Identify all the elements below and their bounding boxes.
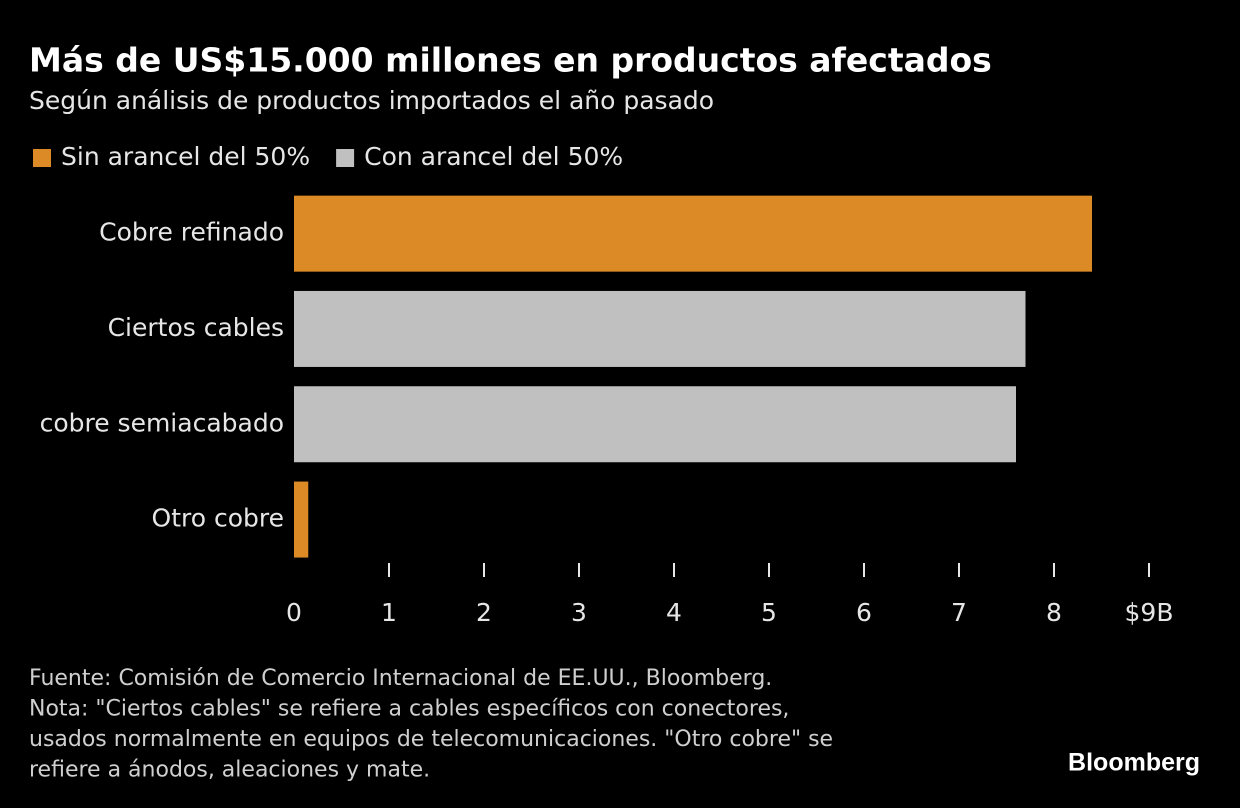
x-tick-label: 5 [761, 598, 777, 627]
legend-swatch [33, 149, 51, 167]
bar [294, 290, 1026, 367]
footnote: Fuente: Comisión de Comercio Internacion… [29, 666, 772, 691]
legend-label: Con arancel del 50% [364, 142, 623, 171]
footnote: usados normalmente en equipos de telecom… [29, 727, 833, 752]
y-tick-label: Otro cobre [152, 504, 284, 533]
x-tick-label: 3 [571, 598, 587, 627]
brand: Bloomberg [1068, 749, 1200, 777]
y-tick-label: Ciertos cables [108, 313, 284, 342]
footnote: refiere a ánodos, aleaciones y mate. [29, 758, 430, 783]
bar [294, 195, 1092, 272]
x-tick-label: 4 [666, 598, 682, 627]
x-tick-label: $9B [1125, 598, 1174, 627]
x-tick-label: 0 [286, 598, 302, 627]
chart-title: Más de US$15.000 millones en productos a… [29, 41, 992, 80]
x-tick-label: 7 [951, 598, 967, 627]
footnote: Nota: "Ciertos cables" se refiere a cabl… [29, 697, 789, 722]
bar [294, 386, 1016, 463]
x-tick-label: 1 [381, 598, 397, 627]
x-tick-label: 6 [856, 598, 872, 627]
bar [294, 481, 309, 558]
x-tick-label: 8 [1046, 598, 1062, 627]
legend-swatch [336, 149, 355, 167]
chart-subtitle: Según análisis de productos importados e… [29, 86, 714, 115]
y-tick-label: Cobre refinado [99, 218, 284, 247]
x-tick-label: 2 [476, 598, 492, 627]
y-tick-label: cobre semiacabado [40, 408, 284, 437]
legend-label: Sin arancel del 50% [61, 142, 310, 171]
